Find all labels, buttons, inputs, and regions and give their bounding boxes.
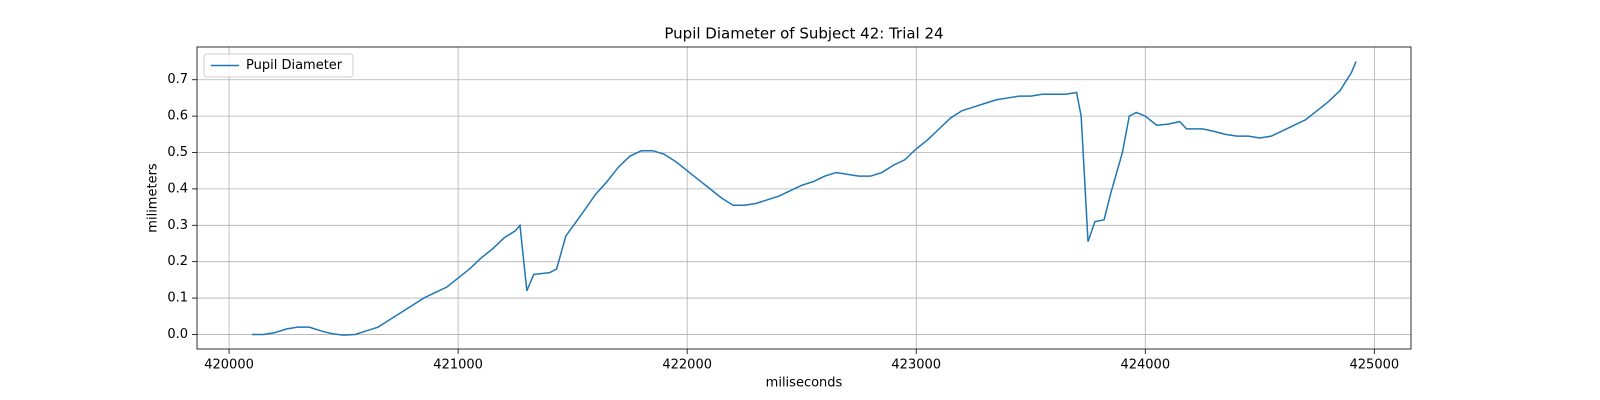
legend-label: Pupil Diameter [246, 58, 343, 73]
y-axis-label: milimeters [146, 163, 161, 233]
y-tick-label: 0.7 [167, 72, 188, 87]
y-tick-label: 0.2 [167, 254, 188, 269]
chart-title: Pupil Diameter of Subject 42: Trial 24 [664, 25, 943, 43]
x-tick-label: 421000 [433, 358, 483, 373]
y-tick-label: 0.6 [167, 109, 188, 124]
y-tick-label: 0.5 [167, 145, 188, 160]
x-axis-label: miliseconds [766, 376, 843, 391]
x-tick-label: 423000 [891, 358, 941, 373]
x-tick-label: 425000 [1350, 358, 1400, 373]
y-tick-label: 0.4 [167, 181, 188, 196]
x-tick-label: 424000 [1120, 358, 1170, 373]
y-tick-label: 0.0 [167, 327, 188, 342]
x-tick-label: 422000 [662, 358, 712, 373]
data-line [251, 61, 1357, 336]
x-tick-label: 420000 [204, 358, 254, 373]
legend-box [203, 53, 354, 78]
plot-frame [196, 46, 1412, 350]
y-tick-label: 0.3 [167, 218, 188, 233]
y-tick-label: 0.1 [167, 291, 188, 306]
